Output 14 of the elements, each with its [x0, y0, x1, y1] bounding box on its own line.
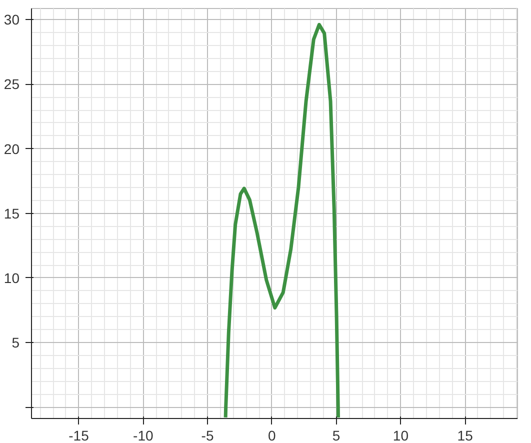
- y-tick-label: 30: [4, 12, 20, 28]
- x-tick-label: -10: [133, 428, 154, 443]
- y-tick-label: 10: [4, 270, 20, 286]
- y-tick-label: 20: [4, 140, 20, 157]
- x-tick-label: -15: [68, 428, 90, 443]
- y-tick-label: 5: [12, 334, 20, 351]
- line-series: [224, 22, 340, 418]
- y-tick-label: 15: [4, 205, 20, 222]
- x-tick-label: 0: [268, 428, 276, 443]
- y-tick-label: 25: [4, 76, 20, 92]
- x-tick-label: 10: [392, 428, 409, 443]
- x-tick-label: -5: [201, 428, 214, 443]
- x-tick-label: 5: [332, 428, 340, 443]
- x-tick-label: 15: [457, 428, 474, 443]
